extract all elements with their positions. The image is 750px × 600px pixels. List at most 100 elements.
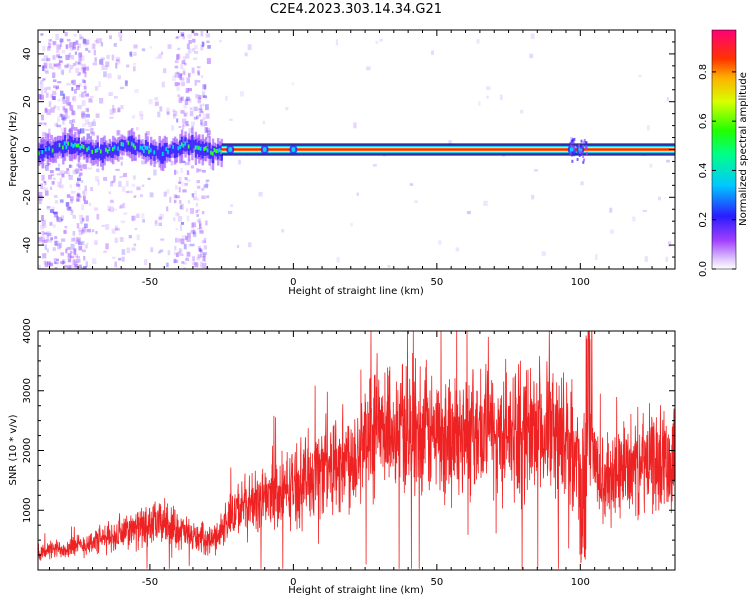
noise-speckle: [82, 190, 85, 195]
noise-speckle: [89, 95, 94, 98]
noise-speckle: [43, 78, 46, 81]
noise-speckle: [202, 262, 207, 269]
colorbar-label: Normalized spectral amplitude: [738, 72, 749, 226]
noise-speckle: [113, 175, 116, 182]
noise-speckle: [119, 175, 124, 178]
snr-axes: -50 0 50 100 1000 2000 3000 4000: [22, 318, 675, 588]
noise-speckle: [85, 39, 90, 45]
noise-speckle: [43, 187, 48, 191]
snr-xlabel: Height of straight line (km): [288, 585, 424, 596]
noise-speckle: [49, 209, 54, 213]
band-core: [67, 141, 70, 146]
noise-speckle: [111, 228, 116, 234]
noise-speckle: [121, 186, 126, 192]
noise-speckle: [176, 54, 180, 61]
noise-speckle: [141, 184, 145, 187]
noise-speckle: [44, 190, 49, 196]
disturbance-speckle: [571, 151, 574, 155]
y-tick-label: 4000: [22, 318, 33, 343]
noise-speckle: [281, 229, 285, 233]
noise-speckle: [131, 115, 136, 119]
noise-speckle: [177, 216, 183, 222]
noise-speckle: [239, 91, 244, 97]
noise-speckle: [66, 82, 71, 86]
noise-speckle: [125, 180, 129, 187]
noise-speckle: [78, 34, 82, 40]
noise-speckle: [183, 122, 187, 127]
band-core: [194, 145, 198, 150]
noise-speckle: [53, 63, 58, 67]
band-mid: [189, 140, 192, 151]
noise-speckle: [647, 124, 650, 131]
noise-speckle: [175, 195, 180, 199]
noise-speckle: [114, 96, 118, 99]
noise-speckle: [74, 88, 77, 94]
noise-speckle: [179, 161, 182, 164]
noise-speckle: [51, 67, 55, 70]
noise-speckle: [153, 169, 157, 176]
noise-speckle: [179, 205, 183, 209]
noise-speckle: [158, 222, 162, 227]
noise-speckle: [84, 66, 90, 71]
noise-speckle: [44, 108, 48, 112]
noise-speckle: [50, 237, 54, 241]
noise-speckle: [80, 67, 85, 71]
noise-speckle: [649, 163, 653, 168]
noise-speckle: [190, 121, 195, 126]
band-core: [113, 145, 117, 150]
noise-speckle: [225, 95, 228, 101]
noise-speckle: [53, 105, 57, 109]
noise-speckle: [115, 56, 121, 63]
x-tick-label: 0: [290, 577, 296, 588]
noise-speckle: [155, 56, 159, 59]
noise-speckle: [174, 60, 179, 64]
noise-speckle: [533, 169, 539, 172]
noise-speckle: [76, 46, 80, 51]
noise-speckle: [81, 63, 86, 69]
noise-speckle: [56, 122, 59, 127]
band-core: [48, 146, 51, 151]
noise-speckle: [186, 237, 191, 242]
noise-speckle: [387, 264, 391, 268]
noise-speckle: [230, 204, 233, 207]
noise-speckle: [120, 220, 126, 224]
noise-speckle: [109, 206, 114, 213]
noise-speckle: [105, 224, 110, 230]
noise-speckle: [85, 215, 89, 222]
noise-speckle: [190, 230, 194, 234]
noise-speckle: [76, 194, 81, 198]
noise-speckle: [83, 200, 89, 205]
band-core: [161, 151, 165, 156]
noise-speckle: [175, 252, 179, 258]
noise-speckle: [202, 252, 207, 255]
band-mid: [118, 140, 122, 150]
noise-speckle: [196, 198, 200, 201]
noise-speckle: [189, 98, 192, 103]
noise-speckle: [133, 243, 137, 247]
noise-speckle: [77, 73, 81, 76]
noise-speckle: [174, 245, 177, 251]
noise-speckle: [83, 189, 88, 195]
noise-speckle: [52, 40, 57, 45]
band-mid: [93, 147, 96, 160]
band-core: [106, 149, 110, 154]
noise-speckle: [78, 164, 83, 168]
band-mid: [56, 140, 60, 153]
noise-speckle: [531, 194, 535, 200]
band-core: [75, 143, 79, 148]
band-core: [141, 146, 144, 151]
noise-speckle: [54, 261, 59, 265]
noise-speckle: [72, 110, 76, 116]
noise-speckle: [64, 64, 69, 67]
noise-speckle: [136, 213, 140, 219]
noise-speckle: [177, 238, 181, 243]
noise-speckle: [47, 261, 51, 266]
colorbar-gradient: [711, 29, 737, 270]
noise-speckle: [205, 113, 210, 119]
noise-speckle: [90, 127, 94, 134]
noise-speckle: [198, 113, 202, 117]
noise-speckle: [43, 69, 49, 73]
noise-speckle: [149, 46, 153, 49]
noise-speckle: [192, 38, 196, 43]
noise-speckle: [52, 85, 57, 89]
